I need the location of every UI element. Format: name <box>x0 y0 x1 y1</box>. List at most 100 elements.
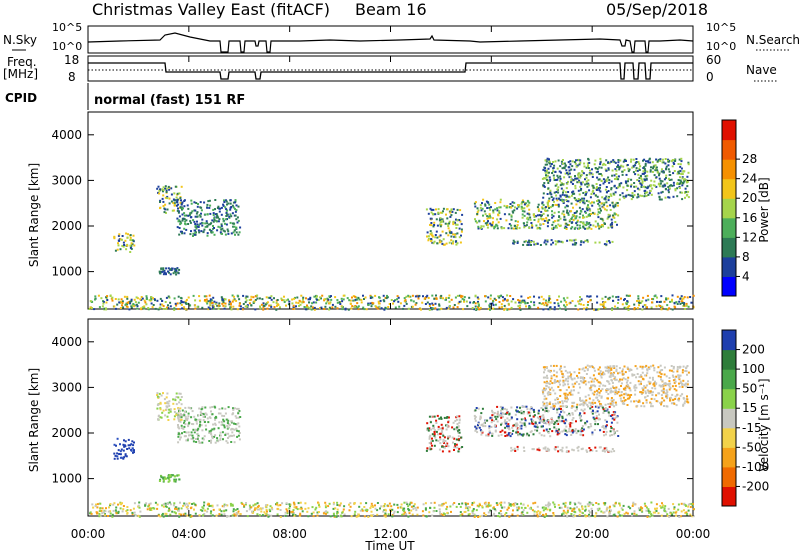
heatmap-cell <box>688 503 691 505</box>
heatmap-cell <box>527 200 530 203</box>
heatmap-cell <box>206 302 209 305</box>
heatmap-cell <box>600 166 603 169</box>
heatmap-cell <box>439 432 442 435</box>
heatmap-cell <box>225 223 228 226</box>
heatmap-cell <box>575 406 578 409</box>
heatmap-cell <box>630 160 632 163</box>
heatmap-cell <box>369 297 372 299</box>
heatmap-cell <box>361 508 364 511</box>
heatmap-cell <box>137 301 140 304</box>
heatmap-cell <box>527 218 530 221</box>
heatmap-cell <box>550 239 553 242</box>
heatmap-cell <box>617 380 620 383</box>
heatmap-cell <box>577 198 580 200</box>
heatmap-cell <box>196 220 198 223</box>
heatmap-cell <box>216 216 218 219</box>
heatmap-cell <box>474 514 477 517</box>
heatmap-cell <box>651 161 654 164</box>
heatmap-cell <box>311 306 314 309</box>
heatmap-cell <box>612 366 615 368</box>
heatmap-cell <box>662 387 665 390</box>
heatmap-cell <box>184 423 187 426</box>
heatmap-cell <box>227 432 230 435</box>
heatmap-cell <box>459 511 462 514</box>
heatmap-cell <box>382 299 385 302</box>
heatmap-cell <box>572 430 575 433</box>
heatmap-cell <box>439 240 442 243</box>
heatmap-cell <box>546 214 549 217</box>
heatmap-cell <box>471 502 474 504</box>
heatmap-cell <box>578 513 581 516</box>
heatmap-cell <box>422 503 425 506</box>
heatmap-cell <box>446 416 449 418</box>
heatmap-cell <box>539 514 541 517</box>
heatmap-cell <box>681 383 684 386</box>
heatmap-cell <box>590 227 593 230</box>
heatmap-cell <box>582 378 585 381</box>
heatmap-cell <box>156 394 159 396</box>
heatmap-cell <box>431 241 434 244</box>
heatmap-cell <box>183 218 186 220</box>
power-heatmap-cells <box>88 157 695 311</box>
heatmap-cell <box>236 514 239 517</box>
heatmap-cell <box>199 222 202 225</box>
heatmap-cell <box>432 242 435 245</box>
heatmap-cell <box>190 211 193 214</box>
heatmap-cell <box>562 429 565 432</box>
heatmap-cell <box>460 234 462 237</box>
heatmap-cell <box>610 390 613 392</box>
heatmap-cell <box>664 184 667 187</box>
heatmap-cell <box>494 423 497 426</box>
heatmap-cell <box>665 510 668 513</box>
heatmap-cell <box>579 181 582 184</box>
heatmap-cell <box>118 239 121 242</box>
heatmap-cell <box>530 407 533 410</box>
heatmap-cell <box>609 391 612 394</box>
heatmap-cell <box>536 448 539 451</box>
heatmap-cell <box>596 301 599 304</box>
heatmap-cell <box>479 429 482 432</box>
heatmap-cell <box>178 427 181 430</box>
heatmap-cell <box>686 383 689 386</box>
heatmap-cell <box>192 423 195 426</box>
heatmap-cell <box>203 295 206 298</box>
heatmap-cell <box>279 504 282 507</box>
heatmap-cell <box>192 235 194 237</box>
heatmap-cell <box>491 411 494 414</box>
heatmap-cell <box>283 295 285 298</box>
heatmap-cell <box>562 202 565 204</box>
heatmap-cell <box>433 431 436 433</box>
heatmap-cell <box>624 378 627 381</box>
heatmap-cell <box>177 396 180 399</box>
heatmap-cell <box>587 182 590 185</box>
heatmap-cell <box>126 509 129 512</box>
heatmap-cell <box>477 227 480 230</box>
heatmap-cell <box>638 375 641 378</box>
heatmap-cell <box>479 227 482 229</box>
heatmap-cell <box>167 306 170 309</box>
heatmap-cell <box>600 376 603 379</box>
heatmap-cell <box>184 220 187 223</box>
heatmap-cell <box>635 161 638 163</box>
heatmap-cell <box>439 217 442 220</box>
heatmap-cell <box>663 405 665 407</box>
heatmap-cell <box>544 177 547 180</box>
heatmap-cell <box>479 306 482 309</box>
heatmap-cell <box>169 273 172 276</box>
heatmap-cell <box>211 428 214 431</box>
heatmap-cell <box>583 400 586 403</box>
heatmap-cell <box>633 400 636 403</box>
heatmap-cell <box>572 515 575 518</box>
heatmap-cell <box>571 243 574 246</box>
heatmap-cell <box>177 210 180 213</box>
heatmap-cell <box>510 300 513 303</box>
heatmap-cell <box>318 504 320 507</box>
heatmap-cell <box>611 223 613 226</box>
heatmap-cell <box>126 236 129 239</box>
heatmap-cell <box>563 400 566 403</box>
heatmap-cell <box>569 219 572 222</box>
heatmap-cell <box>238 438 241 441</box>
heatmap-cell <box>178 233 181 236</box>
heatmap-cell <box>184 223 187 226</box>
heatmap-cell <box>533 219 536 221</box>
